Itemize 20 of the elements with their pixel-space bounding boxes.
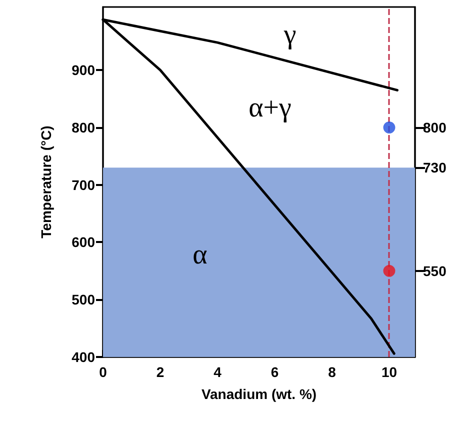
y-tick-label: 500 <box>72 292 96 308</box>
x-tick-label: 6 <box>270 364 279 380</box>
y-tick-label: 800 <box>72 119 96 136</box>
x-tick-label: 8 <box>328 364 336 380</box>
x-tick-label: 4 <box>214 364 222 380</box>
x-axis-title: Vanadium (wt. %) <box>201 386 317 402</box>
x-tick-label: 0 <box>99 364 108 380</box>
y2-tick-label: 800 <box>423 119 447 136</box>
y-tick-label: 900 <box>72 62 96 78</box>
y2-tick-label: 730 <box>423 160 447 176</box>
y-axis-title: Temperature (°C) <box>38 126 54 238</box>
annotation: α+γ <box>248 92 292 124</box>
x-tick-label: 10 <box>381 364 398 380</box>
annotation: α <box>192 240 208 270</box>
annotation: γ <box>282 20 296 50</box>
y-tick-label: 600 <box>72 234 96 250</box>
y-tick-label: 400 <box>72 349 96 365</box>
x-tick-label: 2 <box>156 364 164 380</box>
y2-tick-label: 550 <box>423 262 447 279</box>
y-tick-label: 700 <box>72 176 96 193</box>
